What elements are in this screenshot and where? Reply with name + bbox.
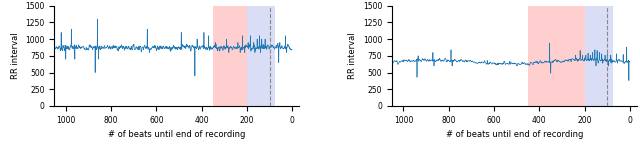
- Y-axis label: RR interval: RR interval: [348, 32, 358, 79]
- Y-axis label: RR interval: RR interval: [11, 32, 20, 79]
- Bar: [585, 6, 613, 106]
- Bar: [247, 6, 275, 106]
- Bar: [528, 6, 585, 106]
- X-axis label: # of beats until end of recording: # of beats until end of recording: [445, 130, 583, 139]
- X-axis label: # of beats until end of recording: # of beats until end of recording: [108, 130, 246, 139]
- Bar: [213, 6, 247, 106]
